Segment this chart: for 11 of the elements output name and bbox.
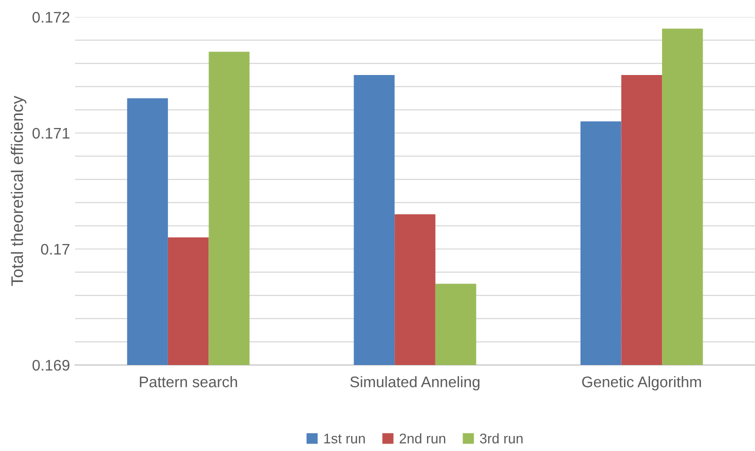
y-tick-label: 0.169	[32, 360, 70, 371]
y-axis-title: Total theoretical efficiency	[10, 96, 26, 286]
x-tick-label: Pattern search	[140, 376, 238, 388]
legend-label: 3rd run	[480, 433, 523, 444]
x-tick-label: Genetic Algorithm	[582, 376, 701, 390]
legend-label: 1st run	[324, 434, 365, 444]
y-tick-label: 0.17	[41, 244, 70, 255]
y-tick-label: 0.171	[32, 128, 70, 139]
legend-label: 2nd run	[400, 433, 446, 444]
x-tick-label: Simulated Anneling	[350, 376, 480, 390]
y-tick-label: 0.172	[32, 12, 70, 23]
